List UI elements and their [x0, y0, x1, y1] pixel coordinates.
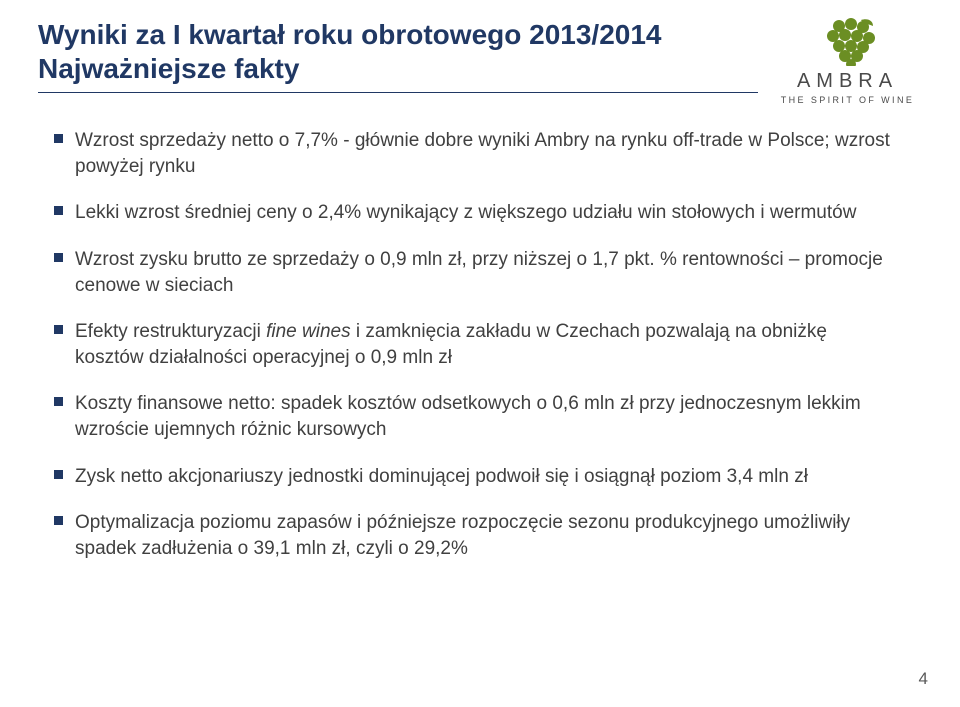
bullet-item: Koszty finansowe netto: spadek kosztów o… — [54, 391, 894, 442]
bullet-square-icon — [54, 397, 63, 406]
bullet-text-span: Optymalizacja poziomu zapasów i późniejs… — [75, 512, 850, 559]
bullet-item: Lekki wzrost średniej ceny o 2,4% wynika… — [54, 200, 894, 226]
bullet-square-icon — [54, 516, 63, 525]
bullet-text-italic: fine wines — [266, 321, 351, 342]
bullet-text: Optymalizacja poziomu zapasów i późniejs… — [75, 510, 894, 561]
bullet-item: Zysk netto akcjonariuszy jednostki domin… — [54, 464, 894, 490]
logo-brand-text: AMBRA — [765, 70, 930, 93]
bullet-square-icon — [54, 134, 63, 143]
bullet-text-span: Lekki wzrost średniej ceny o 2,4% wynika… — [75, 202, 856, 223]
bullet-square-icon — [54, 206, 63, 215]
bullet-text-span: Efekty restrukturyzacji — [75, 321, 266, 342]
bullet-text-span: Wzrost sprzedaży netto o 7,7% - głównie … — [75, 130, 890, 177]
logo: AMBRA THE SPIRIT OF WINE — [765, 18, 930, 105]
bullet-text-span: Koszty finansowe netto: spadek kosztów o… — [75, 393, 861, 440]
bullet-item: Efekty restrukturyzacji fine wines i zam… — [54, 319, 894, 370]
bullet-item: Wzrost zysku brutto ze sprzedaży o 0,9 m… — [54, 247, 894, 298]
grape-icon — [765, 18, 930, 66]
bullet-list: Wzrost sprzedaży netto o 7,7% - głównie … — [54, 128, 894, 583]
slide-page: Wyniki za I kwartał roku obrotowego 2013… — [0, 0, 960, 707]
bullet-text: Efekty restrukturyzacji fine wines i zam… — [75, 319, 894, 370]
bullet-item: Optymalizacja poziomu zapasów i późniejs… — [54, 510, 894, 561]
logo-tagline: THE SPIRIT OF WINE — [765, 95, 930, 105]
page-number: 4 — [919, 669, 928, 689]
title-underline — [38, 92, 758, 93]
bullet-square-icon — [54, 325, 63, 334]
bullet-text-span: Zysk netto akcjonariuszy jednostki domin… — [75, 466, 808, 487]
bullet-square-icon — [54, 253, 63, 262]
bullet-item: Wzrost sprzedaży netto o 7,7% - głównie … — [54, 128, 894, 179]
bullet-text: Koszty finansowe netto: spadek kosztów o… — [75, 391, 894, 442]
bullet-square-icon — [54, 470, 63, 479]
title-block: Wyniki za I kwartał roku obrotowego 2013… — [38, 18, 678, 85]
title-line-1: Wyniki za I kwartał roku obrotowego 2013… — [38, 18, 678, 52]
bullet-text: Wzrost zysku brutto ze sprzedaży o 0,9 m… — [75, 247, 894, 298]
title-line-2: Najważniejsze fakty — [38, 52, 678, 86]
bullet-text-span: Wzrost zysku brutto ze sprzedaży o 0,9 m… — [75, 249, 883, 296]
bullet-text: Zysk netto akcjonariuszy jednostki domin… — [75, 464, 808, 490]
bullet-text: Wzrost sprzedaży netto o 7,7% - głównie … — [75, 128, 894, 179]
bullet-text: Lekki wzrost średniej ceny o 2,4% wynika… — [75, 200, 856, 226]
